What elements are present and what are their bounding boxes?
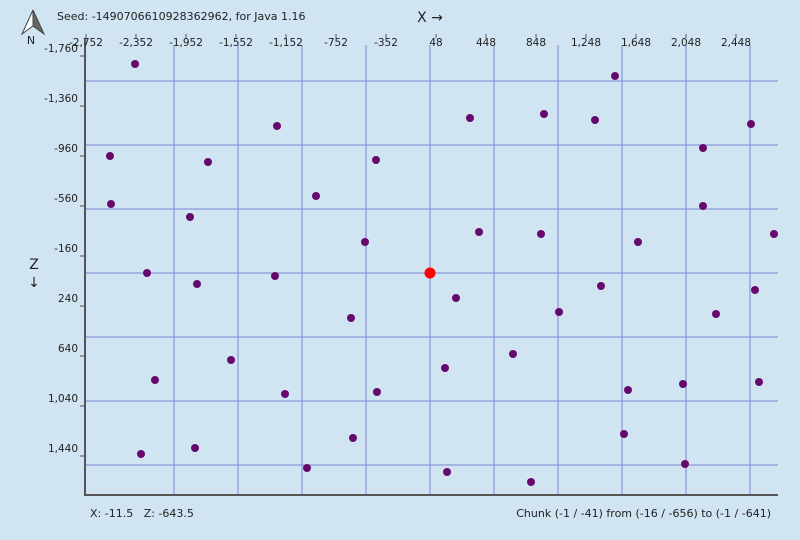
structure-marker (699, 202, 707, 210)
structure-marker (751, 286, 759, 294)
x-tick-label: -1,152 (269, 37, 303, 49)
structure-marker (204, 158, 212, 166)
structure-marker (361, 238, 369, 246)
structure-marker (193, 280, 201, 288)
structure-marker (475, 228, 483, 236)
structure-marker (611, 72, 619, 80)
compass-label: N (27, 34, 35, 47)
structure-marker (131, 60, 139, 68)
y-tick-label: 1,040 (48, 393, 78, 405)
x-tick-label: 2,048 (671, 37, 701, 49)
structure-marker (679, 380, 687, 388)
structure-marker (770, 230, 778, 238)
x-tick-label: 448 (476, 37, 496, 49)
x-tick-label: -352 (374, 37, 398, 49)
x-tick-label: 48 (429, 37, 442, 49)
structure-marker (509, 350, 517, 358)
structure-marker (712, 310, 720, 318)
structure-marker (540, 110, 548, 118)
structure-marker (591, 116, 599, 124)
structure-marker (441, 364, 449, 372)
structure-marker (143, 269, 151, 277)
y-tick-label: -960 (54, 143, 78, 155)
structure-marker (137, 450, 145, 458)
structure-marker (424, 267, 436, 279)
structure-marker (537, 230, 545, 238)
structure-marker (527, 478, 535, 486)
structure-marker (106, 152, 114, 160)
structure-marker (555, 308, 563, 316)
structure-marker (620, 430, 628, 438)
structure-marker (373, 388, 381, 396)
chunk-info: Chunk (-1 / -41) from (-16 / -656) to (-… (516, 507, 771, 520)
y-tick-label: 240 (58, 293, 78, 305)
x-tick-label: 1,648 (621, 37, 651, 49)
y-axis-label: Z ↓ (28, 257, 40, 291)
structure-marker (466, 114, 474, 122)
structure-marker (755, 378, 763, 386)
x-tick-label: 2,448 (721, 37, 751, 49)
structure-marker (372, 156, 380, 164)
x-tick-label: -2,752 (69, 37, 103, 49)
structure-marker (227, 356, 235, 364)
structure-marker (191, 444, 199, 452)
x-tick-label: -752 (324, 37, 348, 49)
y-tick-label: -560 (54, 193, 78, 205)
structure-marker (452, 294, 460, 302)
structure-marker (699, 144, 707, 152)
structure-marker (151, 376, 159, 384)
y-tick-label: 640 (58, 343, 78, 355)
structure-marker (597, 282, 605, 290)
structure-marker (273, 122, 281, 130)
compass (20, 9, 46, 36)
x-tick-label: -2,352 (119, 37, 153, 49)
x-tick-label: 1,248 (571, 37, 601, 49)
x-tick-label: 848 (526, 37, 546, 49)
y-tick-label: 1,440 (48, 443, 78, 455)
structure-marker (312, 192, 320, 200)
structure-marker (747, 120, 755, 128)
cursor-position: X: -11.5 Z: -643.5 (90, 507, 194, 520)
structure-marker (443, 468, 451, 476)
y-tick-label: -160 (54, 243, 78, 255)
structure-marker (281, 390, 289, 398)
x-tick-label: -1,952 (169, 37, 203, 49)
structure-marker (347, 314, 355, 322)
structure-marker (624, 386, 632, 394)
structure-marker (186, 213, 194, 221)
structure-marker (634, 238, 642, 246)
x-tick-label: -1,552 (219, 37, 253, 49)
y-tick-label: -1,760 (44, 43, 78, 55)
structure-marker (681, 460, 689, 468)
y-tick-label: -1,360 (44, 93, 78, 105)
x-axis-label: X → (417, 10, 443, 26)
structure-marker (349, 434, 357, 442)
structure-marker (303, 464, 311, 472)
structure-marker (271, 272, 279, 280)
structure-marker (107, 200, 115, 208)
seed-title: Seed: -1490706610928362962, for Java 1.1… (57, 10, 305, 23)
